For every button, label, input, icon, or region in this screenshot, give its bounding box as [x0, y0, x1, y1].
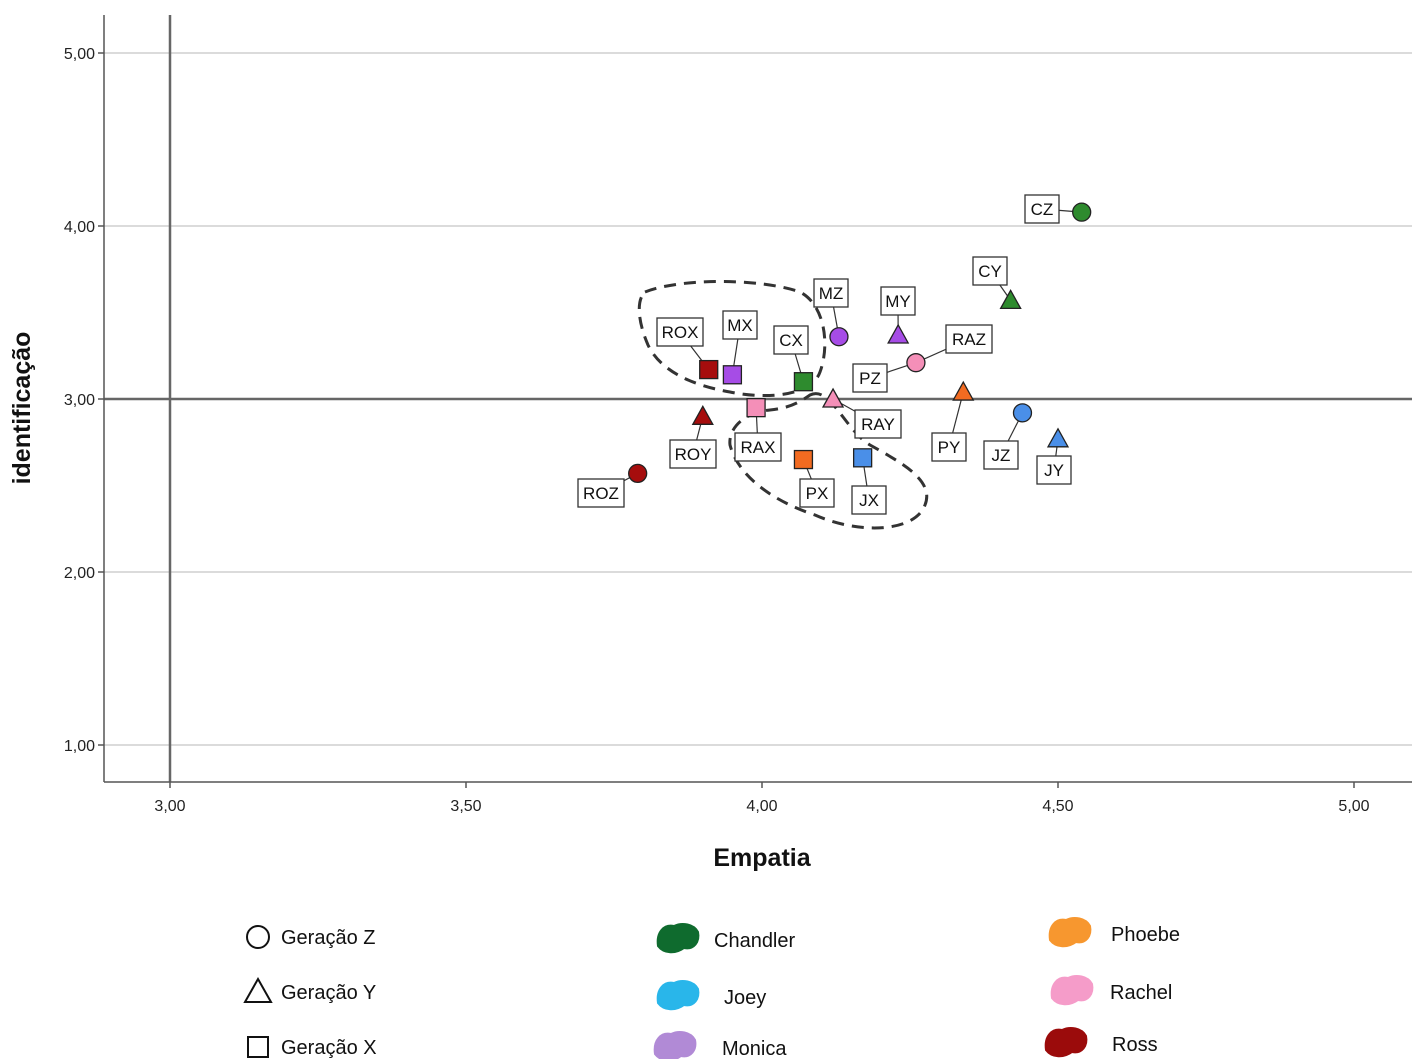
- label-cy: CY: [978, 262, 1002, 281]
- label-box-jy: [1036, 455, 1072, 485]
- legend-character-label: Rachel: [1110, 982, 1172, 1004]
- legend-triangle-icon: [243, 976, 273, 1003]
- point-jz: [1012, 403, 1033, 423]
- label-box-jz: [983, 440, 1019, 470]
- point-mx: [722, 365, 743, 385]
- y-tick-label: 2,00: [64, 565, 95, 582]
- y-tick-label: 1,00: [64, 738, 95, 755]
- data-points: [628, 202, 1092, 484]
- label-rox: ROX: [662, 323, 699, 342]
- label-box-raz: [945, 324, 993, 354]
- point-cy: [999, 289, 1022, 310]
- label-box-mx: [722, 310, 758, 340]
- point-cx: [793, 372, 814, 392]
- legend-character-label: Monica: [722, 1038, 787, 1059]
- x-tick-label: 5,00: [1338, 798, 1369, 815]
- label-box-jx: [851, 485, 887, 515]
- point-rax: [746, 397, 766, 418]
- legend-shape-label: Geração Y: [281, 982, 376, 1004]
- label-box-px: [799, 478, 835, 508]
- point-py: [952, 380, 975, 401]
- x-tick-label: 3,50: [450, 798, 481, 815]
- x-tick-label: 4,00: [746, 798, 777, 815]
- label-box-mz: [813, 278, 849, 308]
- legend-shape-label: Geração Z: [281, 927, 375, 949]
- label-cx: CX: [779, 331, 803, 350]
- label-jz: JZ: [992, 446, 1011, 465]
- point-cz: [1072, 202, 1092, 222]
- label-mz: MZ: [819, 284, 844, 303]
- label-box-rax: [734, 432, 782, 462]
- point-raz: [906, 353, 926, 373]
- label-box-my: [880, 286, 916, 316]
- point-roy: [691, 404, 714, 425]
- label-jy: JY: [1044, 461, 1064, 480]
- point-roz: [628, 463, 648, 484]
- legend-character-label: Ross: [1112, 1034, 1158, 1056]
- legend-character-label: Phoebe: [1111, 924, 1180, 946]
- point-jx: [852, 448, 873, 468]
- legend-swatch-icon: [653, 1031, 697, 1059]
- tick-labels: 1,00 2,00 3,00 4,00 5,00 3,00 3,50 4,00 4,50 5,00: [64, 46, 1370, 815]
- legend-swatch-icon: [1044, 1027, 1088, 1058]
- legend-character-label: Joey: [724, 987, 766, 1009]
- point-ray: [821, 387, 845, 408]
- legend-character-label: Chandler: [714, 930, 796, 952]
- legend-swatch-icon: [656, 980, 700, 1011]
- label-cz: CZ: [1031, 200, 1054, 219]
- label-ray: RAY: [861, 415, 895, 434]
- point-mz: [829, 327, 849, 347]
- y-axis-title: identificação: [8, 332, 36, 485]
- point-px: [793, 449, 814, 470]
- label-box-pz: [852, 363, 888, 393]
- legend: Geração Z Geração Y Geração X Chandler Joey M…: [243, 917, 1180, 1059]
- legend-swatch-icon: [1050, 975, 1094, 1006]
- x-tick-label: 3,00: [154, 798, 185, 815]
- legend-swatch-icon: [1048, 917, 1092, 948]
- label-raz: RAZ: [952, 330, 986, 349]
- legend-swatch-icon: [656, 923, 700, 954]
- legend-shape-label: Geração X: [281, 1037, 377, 1059]
- label-roy: ROY: [675, 445, 712, 464]
- label-box-ray: [854, 409, 902, 439]
- y-tick-label: 3,00: [64, 392, 95, 409]
- legend-circle-icon: [246, 925, 270, 949]
- label-box-roz: [577, 478, 625, 508]
- label-pz: PZ: [859, 369, 881, 388]
- point-rox: [699, 359, 719, 380]
- label-box-cy: [972, 256, 1008, 286]
- cluster-outline-lower: [728, 392, 929, 530]
- label-jx: JX: [859, 491, 879, 510]
- y-tick-label: 4,00: [64, 219, 95, 236]
- label-box-cx: [773, 325, 809, 355]
- label-box-roy: [669, 439, 717, 469]
- y-tick-label: 5,00: [64, 46, 95, 63]
- point-jy: [1046, 427, 1070, 448]
- label-rax: RAX: [741, 438, 776, 457]
- label-roz: ROZ: [583, 484, 619, 503]
- legend-square-icon: [247, 1036, 269, 1058]
- point-my: [887, 323, 910, 344]
- label-box-rox: [656, 317, 704, 347]
- point-labels: CZ CY CX MZ MY MX RAZ PZ RAY RAX PY PX JZ JY JX ROX ROY R…: [577, 194, 1072, 515]
- label-mx: MX: [727, 316, 753, 335]
- label-box-py: [931, 432, 967, 462]
- label-py: PY: [938, 438, 961, 457]
- label-box-cz: [1024, 194, 1060, 224]
- label-my: MY: [885, 292, 911, 311]
- label-px: PX: [806, 484, 829, 503]
- x-axis-title: Empatia: [713, 844, 811, 872]
- x-tick-label: 4,50: [1042, 798, 1073, 815]
